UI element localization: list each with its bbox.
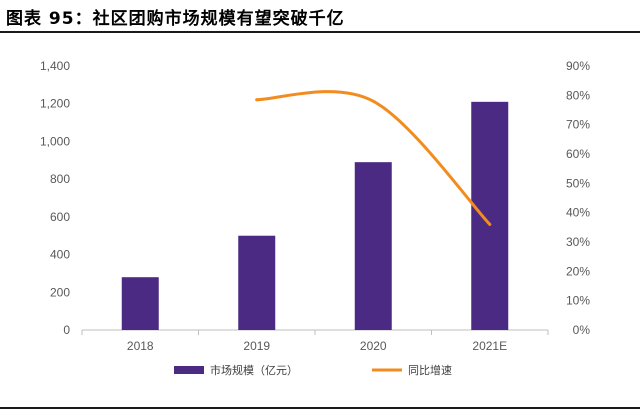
right-tick-label: 50%: [566, 176, 590, 190]
x-tick-label: 2020: [360, 339, 387, 353]
growth-rate-point: [371, 99, 375, 103]
bar-2019: [238, 235, 276, 330]
right-tick-label: 10%: [566, 294, 590, 308]
left-tick-label: 1,400: [40, 59, 70, 73]
right-tick-label: 20%: [566, 264, 590, 278]
title-divider: [0, 31, 640, 33]
line-series: [255, 90, 492, 226]
right-tick-label: 70%: [566, 118, 590, 132]
right-axis-ticks: 0% 10% 20% 30% 40% 50% 60% 70% 80% 90%: [566, 59, 590, 337]
legend-bar-swatch: [174, 366, 204, 374]
bar-series: [121, 101, 509, 330]
bar-2020: [354, 162, 392, 330]
chart-title: 图表 95：社区团购市场规模有望突破千亿: [6, 9, 345, 29]
bar-2018: [121, 277, 159, 330]
left-tick-label: 1,000: [40, 134, 70, 148]
right-tick-label: 90%: [566, 59, 590, 73]
right-tick-label: 40%: [566, 206, 590, 220]
left-axis-ticks: 0 200 400 600 800 1,000 1,200 1,400: [40, 59, 70, 337]
legend-line-label: 同比增速: [408, 363, 452, 377]
right-tick-label: 60%: [566, 147, 590, 161]
right-tick-label: 80%: [566, 88, 590, 102]
left-tick-label: 200: [50, 285, 70, 299]
left-tick-label: 1,200: [40, 97, 70, 111]
x-tick-label: 2019: [243, 339, 270, 353]
left-tick-label: 400: [50, 248, 70, 262]
growth-rate-point: [488, 222, 492, 226]
right-tick-label: 0%: [573, 323, 591, 337]
left-tick-label: 0: [63, 323, 70, 337]
bar-2021E: [471, 101, 509, 330]
right-tick-label: 30%: [566, 235, 590, 249]
x-axis-labels: 2018 2019 2020 2021E: [127, 339, 507, 353]
left-tick-label: 800: [50, 172, 70, 186]
growth-rate-point: [255, 98, 259, 102]
axes: [81, 329, 549, 335]
legend-bar-label: 市场规模（亿元）: [210, 363, 298, 377]
bottom-divider: [0, 407, 640, 409]
x-tick-label: 2018: [127, 339, 154, 353]
x-tick-label: 2021E: [472, 339, 507, 353]
legend: 市场规模（亿元） 同比增速: [174, 363, 452, 377]
left-tick-label: 600: [50, 210, 70, 224]
